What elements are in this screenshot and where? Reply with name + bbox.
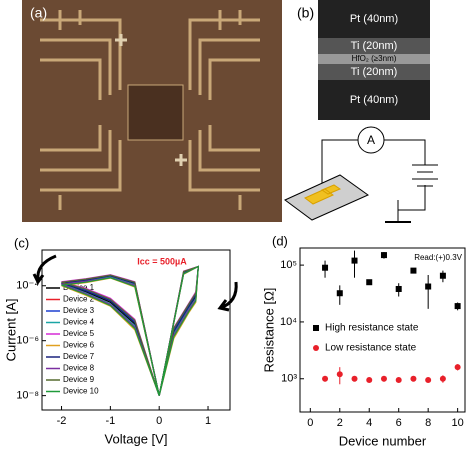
x-tick-label: 8 (425, 417, 431, 429)
panel-label: (c) (14, 235, 29, 250)
data-point (380, 252, 387, 259)
sweep-arrow (217, 281, 238, 312)
legend-swatch (313, 345, 319, 351)
x-tick-label: 1 (205, 415, 211, 427)
data-point (366, 377, 373, 384)
layer-label: Pt (40nm) (350, 13, 398, 25)
layer-label: Ti (20nm) (351, 66, 398, 78)
data-point (439, 375, 446, 382)
annotation: Icc = 500µA (137, 256, 187, 266)
legend-label: Device 5 (63, 329, 95, 338)
y-tick-label: 10⁻⁸ (16, 390, 39, 402)
data-point (425, 377, 432, 384)
y-tick-label: 10⁻⁶ (16, 335, 39, 347)
panel-label: (a) (30, 5, 47, 21)
panel-label: (d) (272, 233, 288, 248)
layer-label: Pt (40nm) (350, 94, 398, 106)
layer-stack: (b) Pt (40nm) Ti (20nm) HfO₂ (≥3nm) Ti (… (297, 0, 430, 120)
legend-label: Low resistance state (325, 343, 417, 354)
legend-label: Device 3 (63, 306, 95, 315)
x-tick-label: -2 (57, 415, 67, 427)
photo-marks (115, 34, 187, 166)
data-point (351, 375, 358, 382)
legend-label: Device 2 (63, 295, 95, 304)
data-point (366, 279, 373, 286)
legend-label: High resistance state (325, 323, 419, 334)
x-tick-label: -1 (105, 415, 115, 427)
legend-label: Device 8 (63, 364, 95, 373)
layer (318, 80, 430, 120)
x-tick-label: 0 (156, 415, 162, 427)
y-tick-label: 10⁵ (280, 259, 297, 271)
x-tick-label: 0 (307, 417, 313, 429)
data-point (351, 257, 358, 264)
data-point (395, 377, 402, 384)
y-tick-label: 10⁴ (280, 316, 297, 328)
annotation: Read:(+)0.3V (414, 253, 462, 262)
data-point (395, 285, 402, 292)
legend-label: Device 6 (63, 341, 95, 350)
iv-curve (61, 265, 199, 396)
data-point (410, 375, 417, 382)
plot-frame (41, 249, 231, 411)
panel-label: (b) (297, 5, 314, 21)
data-point (454, 303, 461, 310)
legend-label: Device 10 (63, 387, 99, 396)
data-point (410, 267, 417, 274)
layer (318, 64, 430, 80)
data-point (380, 375, 387, 382)
plot-frame (299, 247, 466, 413)
data-point (336, 371, 343, 378)
y-tick-label: 10⁻⁴ (16, 280, 39, 292)
iv-curve (61, 265, 199, 396)
ammeter (357, 126, 385, 154)
pads (304, 184, 342, 205)
x-tick-label: 2 (337, 417, 343, 429)
legend-label: Device 7 (63, 352, 95, 361)
chip-photo: (a) (22, 0, 282, 222)
y-tick-label: 10³ (281, 373, 297, 385)
data-point (454, 364, 461, 371)
layer-label: HfO₂ (≥3nm) (352, 54, 397, 63)
data-point (439, 272, 446, 279)
iv-curve (61, 265, 199, 396)
data-point (425, 283, 432, 290)
wire (321, 139, 426, 222)
circuit: A (284, 126, 438, 223)
data-point (336, 290, 343, 297)
x-axis-label: Voltage [V] (105, 431, 168, 446)
x-tick-label: 4 (366, 417, 372, 429)
legend-label: Device 9 (63, 375, 95, 384)
photo-traces (40, 10, 260, 210)
legend-label: Device 4 (63, 318, 95, 327)
data-point (322, 264, 329, 271)
data-point (322, 375, 329, 382)
layer (318, 0, 430, 38)
y-axis-label: Resistance [Ω] (261, 288, 276, 373)
x-tick-label: 10 (452, 417, 464, 429)
y-axis-label: Current [A] (3, 299, 18, 362)
legend-swatch (313, 325, 319, 331)
ammeter-label: A (367, 133, 375, 147)
x-axis-label: Device number (339, 433, 427, 448)
sweep-arrow (32, 254, 57, 285)
x-tick-label: 6 (396, 417, 402, 429)
battery (412, 164, 438, 187)
layer (318, 54, 430, 64)
layer-label: Ti (20nm) (351, 40, 398, 52)
layer (318, 38, 430, 54)
photo-array (127, 84, 184, 141)
